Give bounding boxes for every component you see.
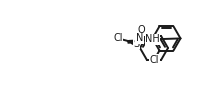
Text: N: N bbox=[136, 33, 143, 43]
Text: O: O bbox=[137, 25, 145, 35]
Text: NH: NH bbox=[145, 34, 160, 44]
Text: Cl: Cl bbox=[150, 55, 159, 65]
Text: Cl: Cl bbox=[113, 33, 123, 43]
Text: S: S bbox=[133, 39, 139, 49]
